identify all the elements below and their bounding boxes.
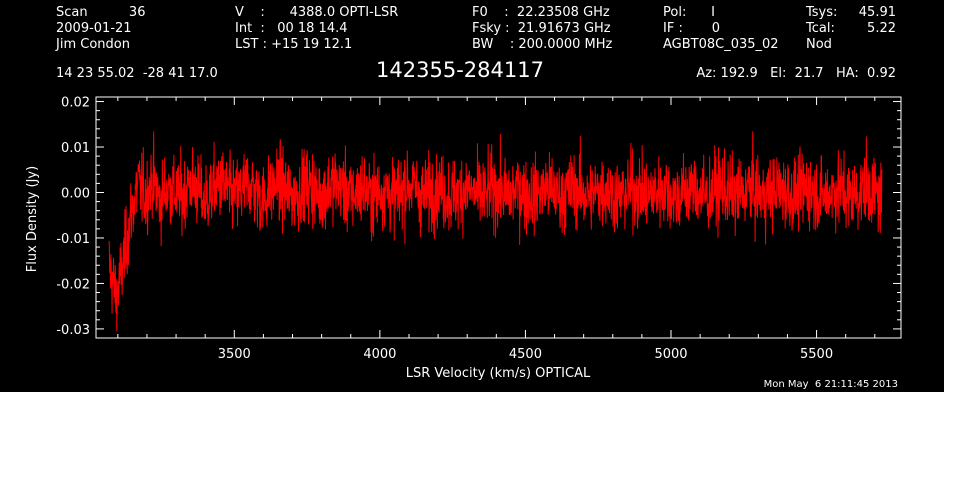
header-lst: LST : +15 19 12.1 <box>235 37 353 52</box>
spectrum-trace-layer <box>108 131 883 332</box>
header-project: AGBT08C_035_02 <box>663 37 779 52</box>
y-tick-label: 0.02 <box>61 96 90 111</box>
header-velocity: V : 4388.0 OPTI-LSR <box>235 5 399 20</box>
tick-layer: 3500 4000 4500 5000 5500 -0.03 -0.02 -0.01 0.00 0… <box>56 96 901 362</box>
spectrum-chart: 3500 4000 4500 5000 5500 -0.03 -0.02 -0.01 0.00 0… <box>25 96 902 381</box>
header-date: 2009-01-21 <box>56 21 132 36</box>
header-tcal-value: 5.22 <box>867 21 896 36</box>
y-axis-label: Flux Density (Jy) <box>25 166 40 272</box>
x-tick-label: 4500 <box>509 347 542 362</box>
header-integration: Int : 00 18 14.4 <box>235 21 348 36</box>
render-timestamp: Mon May 6 21:11:45 2013 <box>763 379 898 390</box>
y-tick-label: -0.01 <box>56 232 90 247</box>
header-nod-label: Nod <box>806 37 832 52</box>
x-tick-label: 4000 <box>363 347 396 362</box>
y-tick-label: 0.01 <box>61 141 90 156</box>
header-observer: Jim Condon <box>56 37 130 52</box>
header-tsys-label: Tsys: <box>806 5 838 20</box>
x-tick-label: 5000 <box>654 347 687 362</box>
header-f0: F0 : 22.23508 GHz <box>472 5 610 20</box>
x-tick-label: 3500 <box>218 347 251 362</box>
y-tick-label: 0.00 <box>61 186 90 201</box>
header-coordinates: 14 23 55.02 -28 41 17.0 <box>56 66 218 81</box>
header-az-el-ha: Az: 192.9 El: 21.7 HA: 0.92 <box>696 66 896 81</box>
header-tcal-label: Tcal: <box>806 21 835 36</box>
source-name: 142355-284117 <box>376 58 544 82</box>
header-scan: Scan 36 <box>56 5 146 20</box>
plot-frame <box>95 96 902 339</box>
x-axis-label: LSR Velocity (km/s) OPTICAL <box>406 366 591 381</box>
header-tsys-value: 45.91 <box>858 5 896 20</box>
plot-panel: Scan 36 2009-01-21 Jim Condon V : 4388.0… <box>0 0 944 392</box>
y-tick-label: -0.03 <box>56 323 90 338</box>
header-if: IF : 0 <box>663 21 721 36</box>
y-tick-label: -0.02 <box>56 277 90 292</box>
header-bandwidth: BW : 200.0000 MHz <box>472 37 613 52</box>
header-polarization: Pol: I <box>663 5 715 20</box>
x-tick-label: 5500 <box>800 347 833 362</box>
spectrum-line <box>108 131 883 332</box>
header-fsky: Fsky : 21.91673 GHz <box>472 21 611 36</box>
